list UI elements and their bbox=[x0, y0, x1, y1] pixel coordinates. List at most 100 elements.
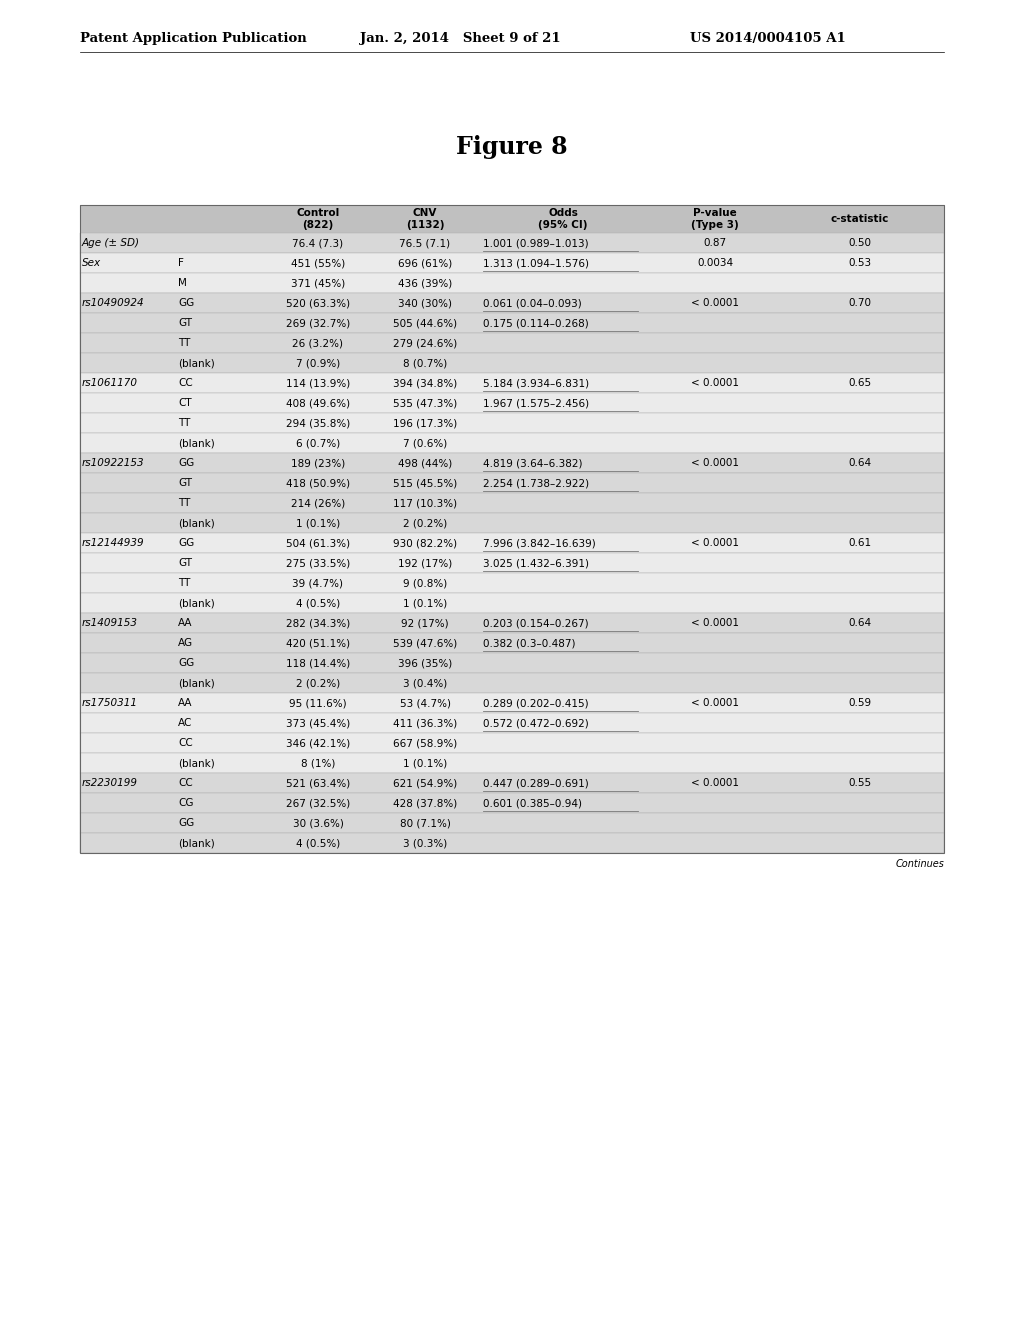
FancyBboxPatch shape bbox=[80, 693, 944, 713]
Text: 2 (0.2%): 2 (0.2%) bbox=[296, 678, 340, 688]
Text: 521 (63.4%): 521 (63.4%) bbox=[286, 777, 350, 788]
Text: GG: GG bbox=[178, 298, 195, 308]
Text: Control
(822): Control (822) bbox=[296, 209, 340, 230]
Text: 7.996 (3.842–16.639): 7.996 (3.842–16.639) bbox=[483, 539, 596, 548]
Text: 0.65: 0.65 bbox=[849, 378, 871, 388]
Text: 1.313 (1.094–1.576): 1.313 (1.094–1.576) bbox=[483, 257, 589, 268]
Text: AA: AA bbox=[178, 618, 193, 628]
Text: 2 (0.2%): 2 (0.2%) bbox=[402, 517, 447, 528]
Text: < 0.0001: < 0.0001 bbox=[691, 777, 739, 788]
Text: CT: CT bbox=[178, 399, 191, 408]
Text: 411 (36.3%): 411 (36.3%) bbox=[393, 718, 457, 729]
FancyBboxPatch shape bbox=[80, 774, 944, 793]
FancyBboxPatch shape bbox=[80, 653, 944, 673]
Text: 0.87: 0.87 bbox=[703, 238, 727, 248]
Text: 0.61: 0.61 bbox=[849, 539, 871, 548]
Text: 0.55: 0.55 bbox=[849, 777, 871, 788]
Text: AC: AC bbox=[178, 718, 193, 729]
FancyBboxPatch shape bbox=[80, 573, 944, 593]
Text: 30 (3.6%): 30 (3.6%) bbox=[293, 818, 343, 828]
Text: 0.447 (0.289–0.691): 0.447 (0.289–0.691) bbox=[483, 777, 589, 788]
Text: < 0.0001: < 0.0001 bbox=[691, 298, 739, 308]
Text: P-value
(Type 3): P-value (Type 3) bbox=[691, 209, 739, 230]
Text: < 0.0001: < 0.0001 bbox=[691, 698, 739, 708]
Text: 1 (0.1%): 1 (0.1%) bbox=[296, 517, 340, 528]
Text: AG: AG bbox=[178, 638, 194, 648]
FancyBboxPatch shape bbox=[80, 513, 944, 533]
Text: 92 (17%): 92 (17%) bbox=[401, 618, 449, 628]
Text: 9 (0.8%): 9 (0.8%) bbox=[402, 578, 447, 587]
FancyBboxPatch shape bbox=[80, 333, 944, 352]
Text: 0.50: 0.50 bbox=[849, 238, 871, 248]
Text: 26 (3.2%): 26 (3.2%) bbox=[293, 338, 343, 348]
Text: c-statistic: c-statistic bbox=[830, 214, 889, 224]
Text: 267 (32.5%): 267 (32.5%) bbox=[286, 799, 350, 808]
Text: TT: TT bbox=[178, 418, 190, 428]
FancyBboxPatch shape bbox=[80, 433, 944, 453]
FancyBboxPatch shape bbox=[80, 393, 944, 413]
FancyBboxPatch shape bbox=[80, 234, 944, 253]
Text: 6 (0.7%): 6 (0.7%) bbox=[296, 438, 340, 447]
Text: Figure 8: Figure 8 bbox=[456, 135, 568, 158]
Text: 371 (45%): 371 (45%) bbox=[291, 279, 345, 288]
Text: 0.64: 0.64 bbox=[849, 618, 871, 628]
Text: 0.0034: 0.0034 bbox=[697, 257, 733, 268]
Text: 0.59: 0.59 bbox=[849, 698, 871, 708]
FancyBboxPatch shape bbox=[80, 313, 944, 333]
Text: 39 (4.7%): 39 (4.7%) bbox=[293, 578, 343, 587]
Text: rs10490924: rs10490924 bbox=[82, 298, 144, 308]
Text: 0.289 (0.202–0.415): 0.289 (0.202–0.415) bbox=[483, 698, 589, 708]
Text: 451 (55%): 451 (55%) bbox=[291, 257, 345, 268]
Text: Age (± SD): Age (± SD) bbox=[82, 238, 140, 248]
Text: 396 (35%): 396 (35%) bbox=[398, 657, 453, 668]
FancyBboxPatch shape bbox=[80, 413, 944, 433]
FancyBboxPatch shape bbox=[80, 273, 944, 293]
Text: 667 (58.9%): 667 (58.9%) bbox=[393, 738, 457, 748]
Text: CC: CC bbox=[178, 378, 193, 388]
Text: 394 (34.8%): 394 (34.8%) bbox=[393, 378, 457, 388]
Text: < 0.0001: < 0.0001 bbox=[691, 378, 739, 388]
Text: TT: TT bbox=[178, 338, 190, 348]
Text: 0.64: 0.64 bbox=[849, 458, 871, 469]
Text: 192 (17%): 192 (17%) bbox=[398, 558, 453, 568]
Text: (blank): (blank) bbox=[178, 517, 215, 528]
Text: GG: GG bbox=[178, 657, 195, 668]
Text: CC: CC bbox=[178, 738, 193, 748]
Text: 114 (13.9%): 114 (13.9%) bbox=[286, 378, 350, 388]
Text: Odds
(95% CI): Odds (95% CI) bbox=[539, 209, 588, 230]
FancyBboxPatch shape bbox=[80, 793, 944, 813]
Text: < 0.0001: < 0.0001 bbox=[691, 458, 739, 469]
FancyBboxPatch shape bbox=[80, 374, 944, 393]
FancyBboxPatch shape bbox=[80, 492, 944, 513]
Text: 373 (45.4%): 373 (45.4%) bbox=[286, 718, 350, 729]
Text: 520 (63.3%): 520 (63.3%) bbox=[286, 298, 350, 308]
Text: 3 (0.4%): 3 (0.4%) bbox=[402, 678, 447, 688]
Text: 5.184 (3.934–6.831): 5.184 (3.934–6.831) bbox=[483, 378, 589, 388]
Text: < 0.0001: < 0.0001 bbox=[691, 539, 739, 548]
FancyBboxPatch shape bbox=[80, 833, 944, 853]
Text: rs1750311: rs1750311 bbox=[82, 698, 138, 708]
Text: 117 (10.3%): 117 (10.3%) bbox=[393, 498, 457, 508]
Text: Continues: Continues bbox=[895, 859, 944, 869]
Text: 4 (0.5%): 4 (0.5%) bbox=[296, 598, 340, 609]
Text: 214 (26%): 214 (26%) bbox=[291, 498, 345, 508]
Text: rs1409153: rs1409153 bbox=[82, 618, 138, 628]
FancyBboxPatch shape bbox=[80, 533, 944, 553]
FancyBboxPatch shape bbox=[80, 813, 944, 833]
Text: (blank): (blank) bbox=[178, 838, 215, 847]
FancyBboxPatch shape bbox=[80, 293, 944, 313]
Text: 696 (61%): 696 (61%) bbox=[398, 257, 453, 268]
Text: TT: TT bbox=[178, 578, 190, 587]
Text: 505 (44.6%): 505 (44.6%) bbox=[393, 318, 457, 327]
FancyBboxPatch shape bbox=[80, 752, 944, 774]
Text: 420 (51.1%): 420 (51.1%) bbox=[286, 638, 350, 648]
Text: (blank): (blank) bbox=[178, 598, 215, 609]
Text: 0.382 (0.3–0.487): 0.382 (0.3–0.487) bbox=[483, 638, 575, 648]
Text: 340 (30%): 340 (30%) bbox=[398, 298, 452, 308]
Text: 0.175 (0.114–0.268): 0.175 (0.114–0.268) bbox=[483, 318, 589, 327]
Text: 76.4 (7.3): 76.4 (7.3) bbox=[293, 238, 344, 248]
Text: 3.025 (1.432–6.391): 3.025 (1.432–6.391) bbox=[483, 558, 589, 568]
Text: 275 (33.5%): 275 (33.5%) bbox=[286, 558, 350, 568]
Text: 76.5 (7.1): 76.5 (7.1) bbox=[399, 238, 451, 248]
Text: 436 (39%): 436 (39%) bbox=[398, 279, 453, 288]
